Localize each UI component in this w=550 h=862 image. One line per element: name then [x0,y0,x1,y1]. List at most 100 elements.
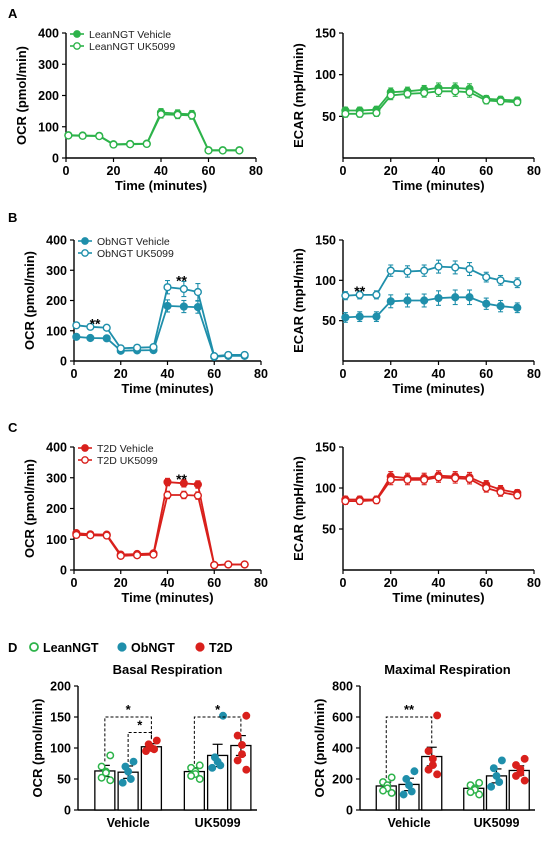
x-tick-label: 40 [154,164,168,178]
data-point [355,312,364,321]
data-point [208,763,217,772]
data-point [465,88,474,97]
data-point [233,731,242,740]
chart-title: Maximal Respiration [384,662,510,677]
x-axis-label: Time (minutes) [392,381,484,396]
y-axis-label: OCR (pmol/min) [22,251,37,350]
x-tick-label: 80 [254,367,268,381]
data-point [379,786,387,795]
data-point [142,139,151,149]
x-tick-label: 20 [114,367,128,381]
data-point [341,497,350,506]
x-tick-label: 20 [114,576,128,590]
y-tick-label: 0 [346,804,353,818]
data-point [407,787,416,796]
y-tick-label: 0 [60,355,67,369]
legend-marker [73,30,81,38]
series-line [345,265,518,297]
y-tick-label: 50 [322,314,336,328]
data-point [420,475,429,484]
data-point [372,108,381,118]
data-point [163,301,172,311]
data-point [496,276,505,285]
y-tick-label: 150 [50,711,71,725]
data-point [482,273,491,282]
data-point [109,140,118,149]
y-tick-label: 100 [315,482,336,496]
data-point [224,350,233,360]
significance-mark: ** [404,702,415,717]
bar-obngt-vehicle [398,767,420,811]
x-tick-label: 0 [340,576,347,590]
legend-label: T2D UK5099 [97,455,158,467]
x-tick-label: 40 [432,576,446,590]
data-point [179,284,188,294]
y-axis-label: ECAR (mpH/min) [291,43,306,148]
y-tick-label: 400 [46,234,67,248]
y-tick-label: 0 [60,564,67,578]
data-point [101,768,110,777]
data-point [465,264,474,274]
x-tick-label: 0 [340,367,347,381]
x-tick-label: 0 [71,367,78,381]
x-axis-label: Time (minutes) [121,590,213,605]
x-tick-label: 0 [340,164,347,178]
bar-t2d-uk5099 [230,711,252,811]
data-point [97,773,106,782]
data-point [106,751,115,760]
data-point [475,778,484,787]
data-point [106,776,115,785]
data-point [410,767,419,776]
data-point [433,770,442,779]
data-point [179,479,188,488]
data-point [133,343,142,352]
x-tick-label: 80 [527,164,541,178]
legend-label: LeanNGT UK5099 [89,41,175,53]
data-point [102,323,111,332]
data-point [405,781,413,790]
legend-marker [81,456,89,464]
chart-b-ocr: 0 100 200 300 400 OCR (pmol/min) 0 20 40 60 80 Time… [22,234,268,397]
data-point [193,287,202,297]
data-point [386,266,395,275]
legend-marker [81,249,89,257]
data-point [86,531,95,540]
data-point [482,483,491,493]
data-point [72,530,81,540]
y-axis-label: ECAR (mpH/min) [291,248,306,353]
group-label: UK5099 [474,816,520,830]
y-tick-label: 200 [46,294,67,308]
bar-obngt-vehicle [117,757,139,811]
data-point [496,302,505,311]
x-tick-label: 60 [202,164,216,178]
chart-d-maximal: 0 200 400 600 800 OCR (pmol/min) Maximal Respi… [312,662,535,830]
significance-bracket [104,716,152,762]
y-tick-label: 200 [50,680,71,694]
y-tick-label: 100 [38,120,59,134]
data-point [424,747,433,756]
data-point [403,296,412,305]
data-point [116,344,125,353]
data-point [387,773,396,782]
y-tick-label: 300 [46,471,67,485]
significance-mark: ** [176,471,187,487]
data-point [163,490,172,500]
chart-a-ocr: 0 100 200 300 400 OCR (pmol/min) 0 20 40 60 80 Time… [14,27,263,194]
y-tick-label: 100 [46,324,67,338]
data-point [235,146,244,155]
data-point [451,87,460,96]
data-point [433,711,442,720]
data-point [466,788,475,797]
data-point [513,303,522,312]
data-point [149,550,158,559]
data-point [355,109,364,118]
data-point [124,767,133,776]
data-point [224,560,233,569]
data-point [492,771,501,780]
data-point [233,756,242,765]
x-tick-label: 60 [479,576,493,590]
bar-t2d-uk5099 [508,754,530,811]
y-tick-label: 50 [322,110,336,124]
data-point [218,146,227,155]
